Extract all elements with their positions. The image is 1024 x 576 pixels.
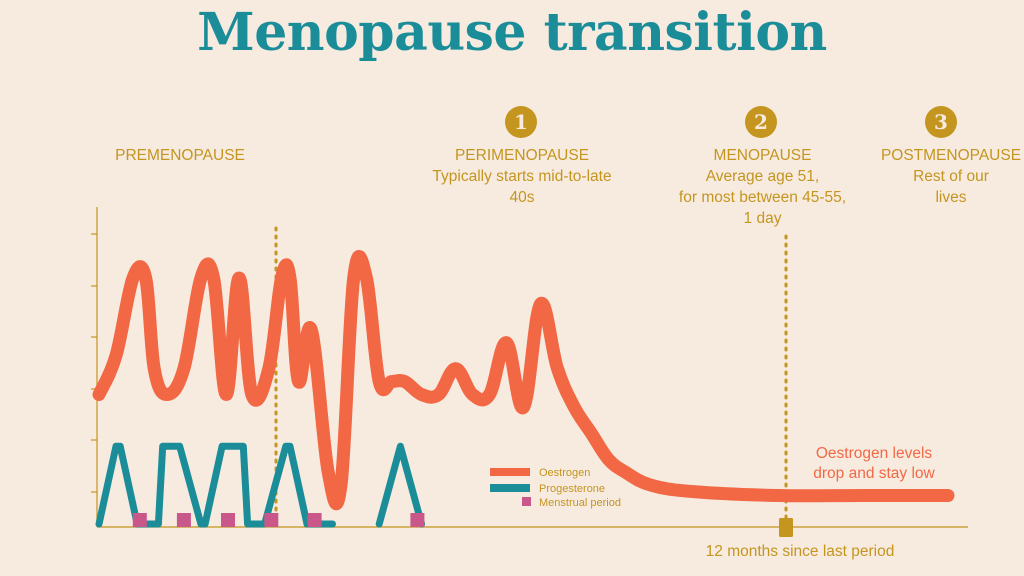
- phase-description: Average age 51, for most between 45-55, …: [678, 168, 847, 227]
- phase-badge-2: 2: [745, 106, 777, 138]
- menstrual-period-mark: [264, 513, 279, 527]
- legend: Oestrogen Progesterone Menstrual period: [490, 467, 621, 509]
- phase-name: MENOPAUSE: [713, 147, 812, 164]
- phase-name: POSTMENOPAUSE: [880, 147, 1022, 164]
- oestrogen-note-line-2: drop and stay low: [813, 465, 935, 482]
- phase-menopause: MENOPAUSE Average age 51, for most betwe…: [650, 145, 875, 229]
- menstrual-period-mark: [307, 513, 322, 527]
- phase-name: PERIMENOPAUSE: [454, 147, 590, 164]
- y-axis: [91, 207, 98, 527]
- oestrogen-line: [92, 249, 955, 511]
- menstrual-period-mark: [132, 513, 147, 527]
- legend-label-menstrual: Menstrual period: [539, 497, 621, 509]
- legend-label-oestrogen: Oestrogen: [539, 467, 590, 479]
- phase-badge-1: 1: [505, 106, 537, 138]
- phase-perimenopause: PERIMENOPAUSE Typically starts mid-to-la…: [402, 145, 642, 208]
- phase-premenopause: PREMENOPAUSE: [100, 145, 260, 166]
- oestrogen-note-line-1: Oestrogen levels: [816, 445, 933, 462]
- legend-swatch-menstrual: [522, 497, 531, 506]
- phase-description: Rest of our lives: [913, 168, 989, 206]
- phase-name: PREMENOPAUSE: [115, 147, 245, 164]
- phase-description: Typically starts mid-to-late 40s: [432, 168, 612, 206]
- legend-swatch-oestrogen: [490, 468, 530, 476]
- legend-label-progesterone: Progesterone: [539, 483, 605, 495]
- menstrual-period-mark: [221, 513, 235, 527]
- progesterone-line: [95, 442, 426, 528]
- phase-postmenopause: POSTMENOPAUSE Rest of our lives: [878, 145, 1024, 208]
- phase-badge-3: 3: [925, 106, 957, 138]
- legend-swatch-progesterone: [490, 484, 530, 492]
- last-period-label: 12 months since last period: [706, 543, 895, 560]
- menstrual-period-mark: [410, 513, 425, 527]
- chart-title: Menopause transition: [197, 2, 827, 63]
- menstrual-period-markers: [132, 513, 425, 527]
- menstrual-period-mark: [176, 513, 191, 527]
- menopause-marker: [779, 518, 793, 537]
